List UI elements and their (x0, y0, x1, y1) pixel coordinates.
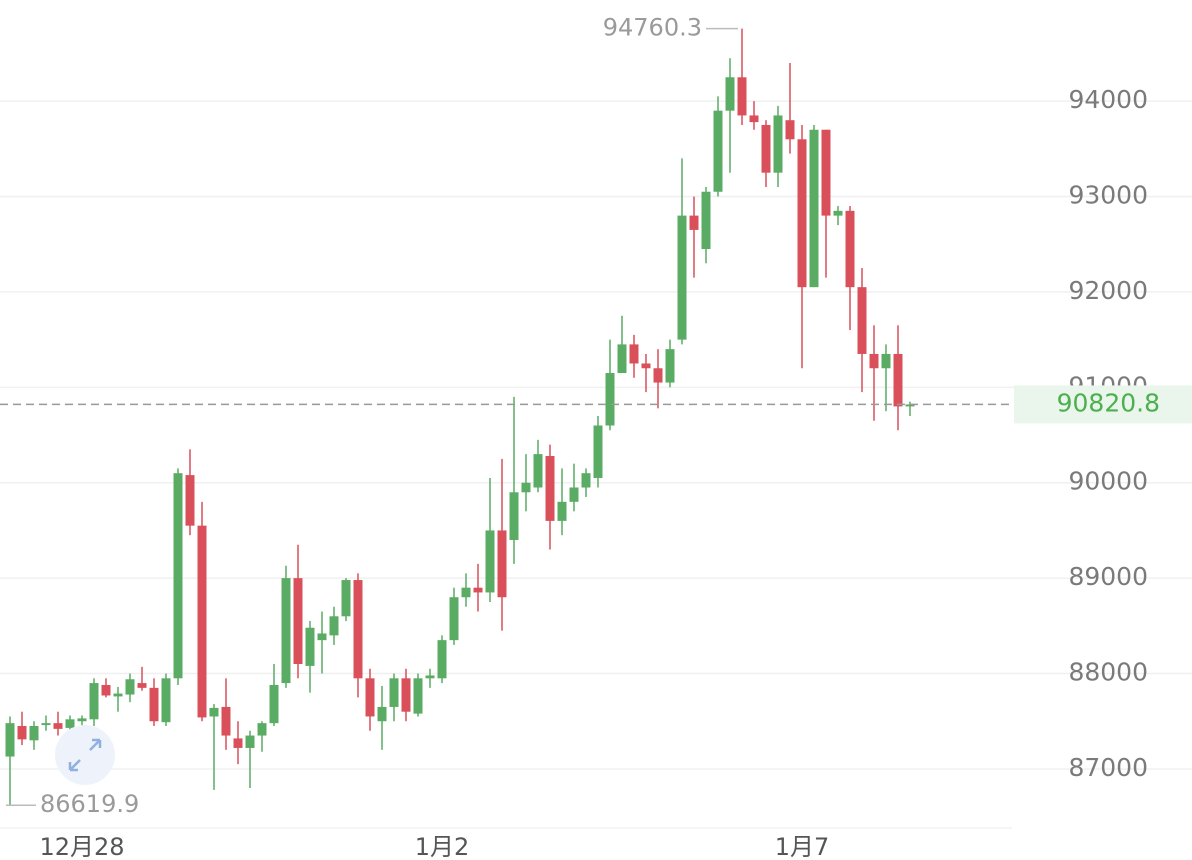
candle-body (113, 693, 123, 697)
candle-body (77, 718, 87, 722)
candle-body (65, 719, 75, 728)
candle-body (509, 492, 519, 540)
candle-body (257, 723, 267, 736)
y-tick-label: 94000 (1068, 85, 1148, 114)
candle-body (653, 368, 663, 383)
candle-body (905, 404, 915, 407)
candle-body (5, 723, 15, 757)
candle-body (737, 77, 747, 116)
y-tick-label: 89000 (1068, 562, 1148, 591)
y-tick-label: 88000 (1068, 658, 1148, 687)
candle-body (281, 578, 291, 684)
candle-body (713, 110, 723, 192)
candle-body (125, 679, 135, 695)
candle-body (605, 373, 615, 426)
candle-body (893, 353, 903, 407)
candle-body (725, 77, 735, 111)
candle-body (269, 684, 279, 724)
candles (5, 28, 915, 806)
candle-body (869, 353, 879, 369)
candle-body (809, 129, 819, 288)
candle-body (353, 580, 363, 679)
candle-body (485, 530, 495, 593)
candle-body (629, 344, 639, 364)
candle-body (17, 726, 27, 740)
candle-body (137, 683, 147, 688)
candle-body (449, 597, 459, 641)
candle-body (785, 120, 795, 140)
candle-body (797, 139, 807, 288)
candle-body (533, 454, 543, 488)
candle-body (437, 640, 447, 679)
candle-body (149, 687, 159, 722)
candle-body (689, 215, 699, 230)
candle-body (641, 363, 651, 369)
x-tick-label: 1月2 (415, 833, 470, 860)
candle-body (761, 124, 771, 173)
candle-body (425, 675, 435, 679)
candle-body (773, 115, 783, 173)
candle-body (581, 473, 591, 488)
candle-body (749, 115, 759, 123)
x-tick-label: 12月28 (39, 833, 124, 860)
candle-body (317, 633, 327, 641)
candle-body (857, 287, 867, 354)
candle-body (401, 678, 411, 712)
candle-body (701, 191, 711, 249)
y-tick-label: 93000 (1068, 181, 1148, 210)
last-price-label: 90820.8 (1057, 388, 1160, 417)
candle-body (89, 683, 99, 720)
fullscreen-icon (68, 738, 102, 772)
fullscreen-button[interactable] (55, 725, 115, 785)
y-tick-label: 90000 (1068, 467, 1148, 496)
candle-body (185, 475, 195, 526)
candle-body (821, 129, 831, 216)
candle-body (413, 678, 423, 714)
candle-body (41, 723, 51, 726)
candle-body (677, 215, 687, 340)
candle-body (845, 210, 855, 288)
candle-body (197, 525, 207, 718)
candle-body (245, 735, 255, 748)
candle-body (29, 726, 39, 741)
candle-body (101, 684, 111, 696)
candle-body (569, 487, 579, 502)
candle-body (389, 678, 399, 707)
candle-body (161, 678, 171, 723)
candle-body (665, 349, 675, 383)
candle-body (173, 473, 183, 679)
candle-body (377, 706, 387, 722)
candle-body (593, 425, 603, 478)
y-tick-label: 87000 (1068, 753, 1148, 782)
candle-body (521, 482, 531, 493)
min-label: 86619.9 (40, 790, 139, 818)
candle-body (221, 706, 231, 736)
candle-body (365, 678, 375, 717)
candle-body (617, 344, 627, 374)
last-price-box (1014, 385, 1192, 424)
candle-body (329, 616, 339, 636)
y-tick-label: 92000 (1068, 276, 1148, 305)
candle-body (293, 578, 303, 664)
candle-body (545, 456, 555, 521)
candle-body (341, 580, 351, 617)
candle-body (461, 587, 471, 598)
candle-body (557, 501, 567, 521)
candle-body (53, 723, 63, 729)
candle-body (497, 530, 507, 598)
candle-body (473, 587, 483, 593)
candle-body (305, 627, 315, 666)
max-label: 94760.3 (603, 14, 702, 42)
candle-body (833, 210, 843, 216)
x-tick-label: 1月7 (775, 833, 830, 860)
candle-body (233, 738, 243, 748)
candle-body (881, 353, 891, 369)
candle-body (209, 707, 219, 717)
